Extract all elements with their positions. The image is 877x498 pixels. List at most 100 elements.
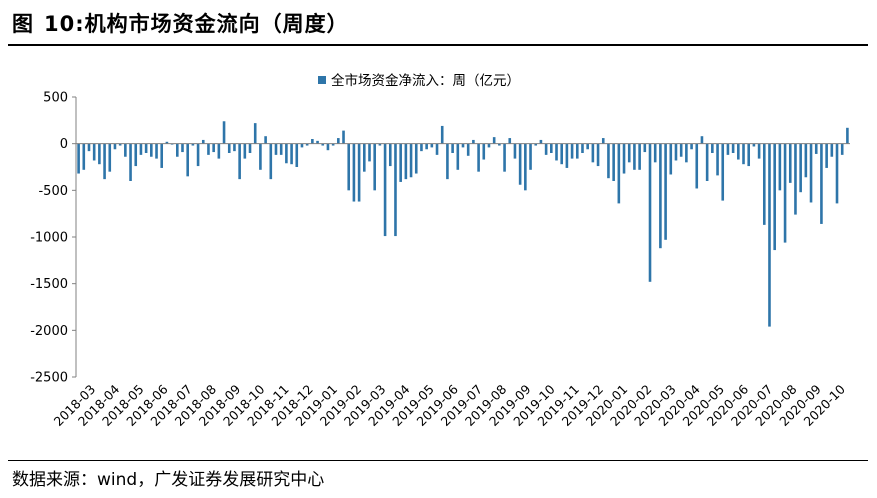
- bar: [404, 143, 408, 180]
- bar: [238, 143, 241, 180]
- bar: [487, 143, 491, 148]
- bar: [279, 143, 283, 155]
- bar: [804, 143, 808, 178]
- bar: [285, 143, 288, 164]
- bar: [207, 143, 210, 155]
- bar: [659, 143, 662, 249]
- bar: [264, 136, 267, 144]
- bar: [664, 143, 667, 240]
- bar: [648, 143, 652, 282]
- bar: [347, 143, 351, 191]
- y-tick-label: 500: [43, 91, 68, 106]
- figure-title-text: 机构市场资金流向（周度）: [84, 12, 349, 36]
- bar: [534, 143, 538, 146]
- bar: [601, 138, 605, 144]
- bar: [326, 143, 330, 151]
- bar: [113, 143, 117, 150]
- bar: [150, 143, 153, 157]
- bar: [124, 143, 127, 157]
- bar: [461, 143, 465, 148]
- bar: [186, 143, 189, 177]
- bar: [508, 138, 512, 144]
- bar: [160, 143, 164, 168]
- bar: [451, 143, 454, 153]
- bar: [794, 143, 797, 215]
- bar: [695, 143, 699, 189]
- y-tick-label: -2000: [30, 324, 68, 339]
- y-tick-label: -1500: [30, 277, 68, 292]
- bar: [269, 143, 273, 180]
- source-note: 数据来源：wind，广发证券发展研究中心: [12, 470, 325, 490]
- bar: [550, 143, 553, 153]
- legend-swatch: [318, 76, 326, 84]
- y-tick-label: -1000: [30, 231, 68, 246]
- bar: [342, 130, 345, 144]
- bar: [596, 143, 600, 167]
- bar: [383, 143, 387, 237]
- bar: [742, 143, 745, 165]
- bar: [399, 143, 402, 182]
- bar: [607, 143, 610, 179]
- bar: [524, 143, 527, 191]
- bar: [201, 139, 205, 144]
- bar: [700, 136, 704, 144]
- bar: [87, 143, 91, 152]
- bar: [690, 143, 693, 150]
- bar: [337, 138, 340, 144]
- bar: [378, 143, 382, 146]
- bar: [633, 143, 636, 170]
- bar: [518, 143, 522, 185]
- bar: [586, 143, 589, 150]
- bar: [357, 143, 361, 202]
- bar: [570, 143, 574, 159]
- bar: [456, 143, 460, 170]
- bar: [711, 143, 714, 153]
- bar: [835, 143, 839, 204]
- bar: [757, 143, 761, 159]
- bar: [98, 143, 101, 165]
- bar: [368, 143, 371, 162]
- chart: 全市场资金净流入：周（亿元） 500 0 -500 -1000 -1500 -2000 -25…: [30, 72, 850, 429]
- bar: [482, 143, 486, 160]
- bar: [248, 143, 252, 153]
- bar: [77, 143, 80, 174]
- bar: [685, 143, 688, 163]
- bar: [555, 143, 558, 161]
- bar: [176, 143, 179, 157]
- bar: [139, 143, 143, 155]
- bar: [762, 143, 766, 225]
- bar: [820, 143, 823, 224]
- bar: [612, 143, 615, 181]
- bar: [466, 143, 470, 156]
- figure-title: 图 10:机构市场资金流向（周度）: [12, 8, 349, 38]
- bar: [430, 143, 434, 148]
- bar: [840, 143, 844, 155]
- bar: [253, 123, 257, 144]
- bar: [129, 143, 132, 181]
- bar: [773, 143, 776, 251]
- bar: [669, 143, 673, 175]
- bar: [259, 143, 262, 170]
- bar: [653, 143, 657, 163]
- bar: [788, 143, 792, 183]
- bar: [705, 143, 709, 181]
- bar: [638, 143, 641, 170]
- y-tick-label: -500: [38, 184, 68, 199]
- bar: [825, 143, 828, 168]
- y-tick-label: 0: [60, 137, 68, 152]
- bar: [726, 143, 730, 155]
- bar: [575, 143, 579, 159]
- bar: [108, 143, 112, 172]
- bar: [425, 143, 428, 150]
- bar: [731, 143, 735, 153]
- bar: [196, 143, 200, 167]
- bar: [846, 127, 849, 144]
- bar: [716, 143, 719, 176]
- bar: [529, 143, 532, 170]
- bar: [305, 143, 309, 146]
- bar: [394, 143, 397, 237]
- bar: [721, 143, 725, 201]
- bar: [420, 143, 423, 152]
- bar: [295, 143, 299, 167]
- bar: [830, 143, 834, 157]
